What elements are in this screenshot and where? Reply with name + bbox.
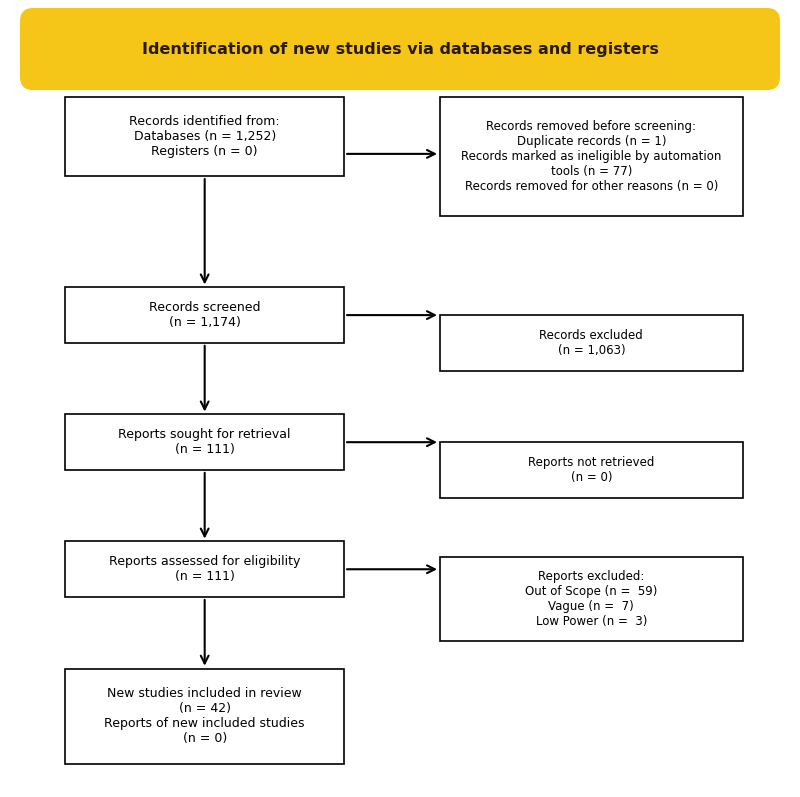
Text: Reports assessed for eligibility
(n = 111): Reports assessed for eligibility (n = 11… (109, 556, 300, 583)
FancyBboxPatch shape (65, 287, 344, 343)
FancyBboxPatch shape (22, 10, 778, 88)
Text: Records screened
(n = 1,174): Records screened (n = 1,174) (149, 301, 261, 329)
Text: Records identified from:
Databases (n = 1,252)
Registers (n = 0): Records identified from: Databases (n = … (130, 115, 280, 158)
Text: Reports not retrieved
(n = 0): Reports not retrieved (n = 0) (528, 456, 654, 484)
FancyBboxPatch shape (65, 541, 344, 597)
Text: Reports excluded:
Out of Scope (n =  59)
Vague (n =  7)
Low Power (n =  3): Reports excluded: Out of Scope (n = 59) … (525, 570, 658, 628)
FancyBboxPatch shape (65, 96, 344, 176)
FancyBboxPatch shape (440, 442, 743, 498)
Text: Records excluded
(n = 1,063): Records excluded (n = 1,063) (539, 329, 643, 357)
FancyBboxPatch shape (440, 315, 743, 371)
FancyBboxPatch shape (65, 414, 344, 470)
FancyBboxPatch shape (440, 557, 743, 641)
Text: New studies included in review
(n = 42)
Reports of new included studies
(n = 0): New studies included in review (n = 42) … (105, 687, 305, 745)
FancyBboxPatch shape (65, 669, 344, 764)
FancyBboxPatch shape (440, 96, 743, 216)
Text: Records removed before screening:
Duplicate records (n = 1)
Records marked as in: Records removed before screening: Duplic… (461, 120, 722, 193)
Text: Identification of new studies via databases and registers: Identification of new studies via databa… (142, 41, 658, 57)
Text: Reports sought for retrieval
(n = 111): Reports sought for retrieval (n = 111) (118, 428, 291, 456)
